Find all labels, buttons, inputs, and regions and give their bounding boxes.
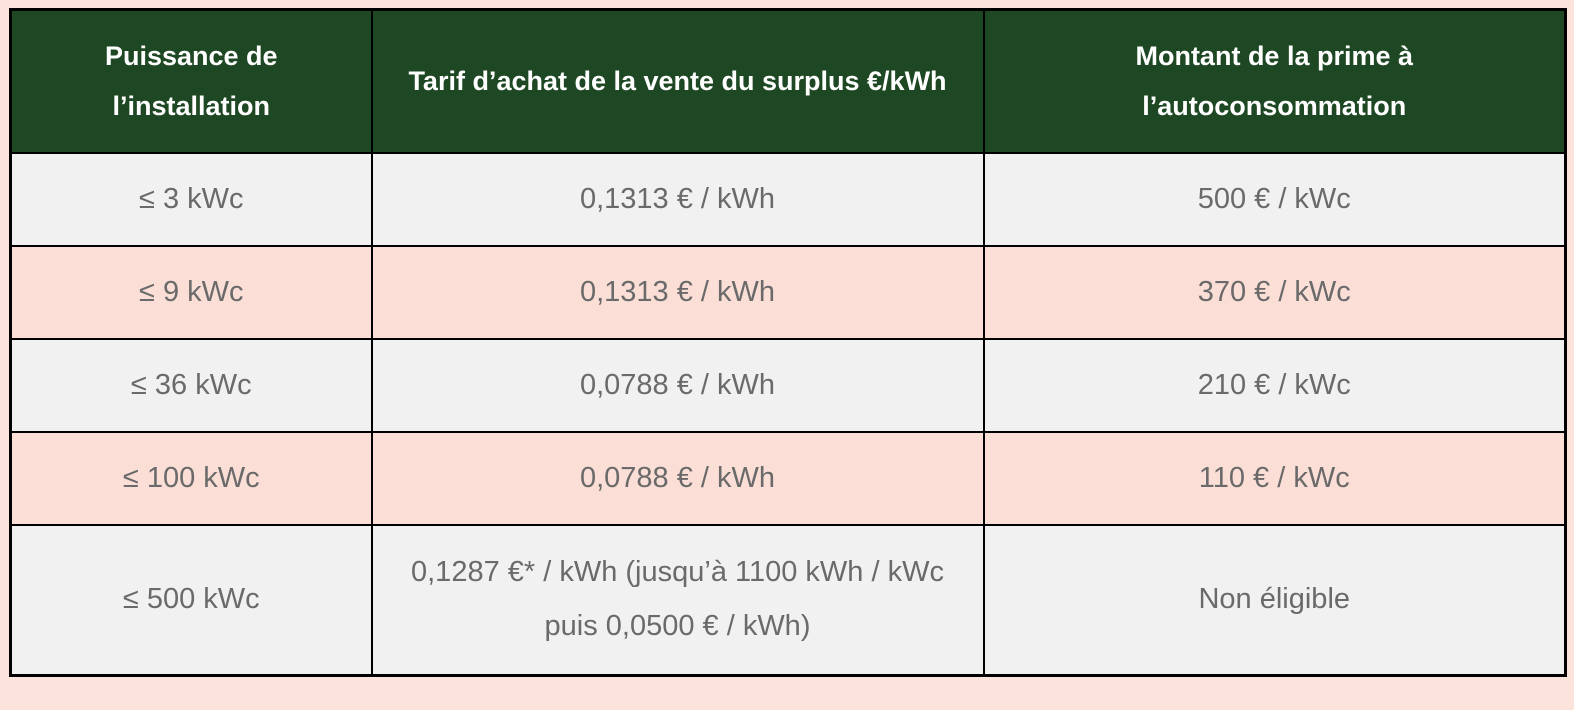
cell-puissance: ≤ 9 kWc [9,245,373,340]
cell-prime: 500 € / kWc [982,152,1567,247]
header-row: Puissance de l’installation Tarif d’acha… [9,8,1567,154]
table-row: ≤ 500 kWc 0,1287 €* / kWh (jusqu’à 1100 … [9,524,1567,677]
cell-prime: 370 € / kWc [982,245,1567,340]
cell-puissance: ≤ 36 kWc [9,338,373,433]
table-row: ≤ 9 kWc 0,1313 € / kWh 370 € / kWc [9,245,1567,340]
cell-tarif-surplus: 0,1287 €* / kWh (jusqu’à 1100 kWh / kWc … [370,524,985,677]
cell-tarif-surplus: 0,0788 € / kWh [370,431,985,526]
cell-puissance: ≤ 3 kWc [9,152,373,247]
page-background: { "chart_data": { "type": "table", "colu… [0,8,1574,710]
cell-puissance: ≤ 100 kWc [9,431,373,526]
cell-tarif-surplus: 0,1313 € / kWh [370,245,985,340]
cell-tarif-surplus: 0,1313 € / kWh [370,152,985,247]
header-cell-prime: Montant de la prime à l’autoconsommation [982,8,1567,154]
tariff-table: Puissance de l’installation Tarif d’acha… [9,8,1567,677]
cell-tarif-surplus: 0,0788 € / kWh [370,338,985,433]
table-body: ≤ 3 kWc 0,1313 € / kWh 500 € / kWc ≤ 9 k… [9,152,1567,677]
cell-puissance: ≤ 500 kWc [9,524,373,677]
cell-prime: 110 € / kWc [982,431,1567,526]
table-row: ≤ 36 kWc 0,0788 € / kWh 210 € / kWc [9,338,1567,433]
table-row: ≤ 100 kWc 0,0788 € / kWh 110 € / kWc [9,431,1567,526]
cell-prime: 210 € / kWc [982,338,1567,433]
table-row: ≤ 3 kWc 0,1313 € / kWh 500 € / kWc [9,152,1567,247]
header-cell-puissance: Puissance de l’installation [9,8,373,154]
table-header: Puissance de l’installation Tarif d’acha… [9,8,1567,154]
cell-prime: Non éligible [982,524,1567,677]
header-cell-tarif-surplus: Tarif d’achat de la vente du surplus €/k… [370,8,985,154]
